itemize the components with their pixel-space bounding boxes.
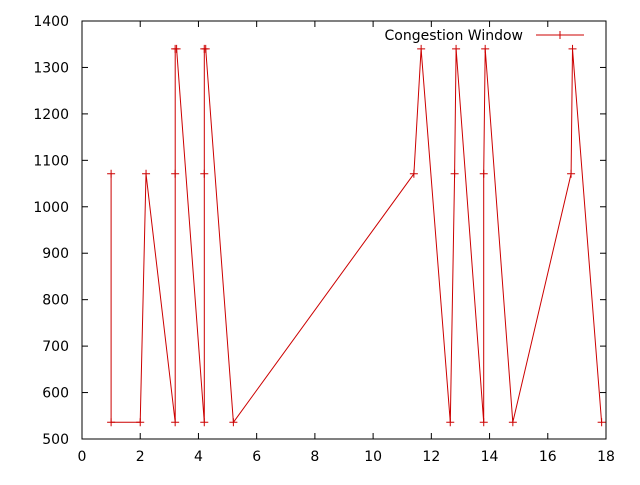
y-tick-label: 1000 xyxy=(33,200,69,216)
y-tick-label: 900 xyxy=(42,246,69,262)
x-tick-label: 4 xyxy=(194,449,203,465)
data-point-marker xyxy=(142,169,151,178)
x-tick-label: 6 xyxy=(252,449,261,465)
x-tick-label: 0 xyxy=(78,449,87,465)
data-point-marker xyxy=(481,44,490,53)
legend: Congestion Window xyxy=(385,28,584,44)
y-tick-label: 600 xyxy=(42,386,69,402)
x-tick-label: 8 xyxy=(310,449,319,465)
y-tick-label: 700 xyxy=(42,339,69,355)
y-tick-label: 1200 xyxy=(33,107,69,123)
x-tick-label: 10 xyxy=(364,449,382,465)
y-tick-label: 500 xyxy=(42,432,69,448)
series-congestion-window xyxy=(107,44,606,427)
data-point-marker xyxy=(229,418,238,427)
plot-frame xyxy=(81,20,607,440)
data-point-marker xyxy=(200,169,209,178)
x-tick-label: 2 xyxy=(136,449,145,465)
data-point-marker xyxy=(479,418,488,427)
data-point-marker xyxy=(508,418,517,427)
series-line xyxy=(110,48,603,424)
y-tick-label: 1400 xyxy=(33,14,69,30)
data-point-marker xyxy=(568,44,577,53)
x-tick-label: 12 xyxy=(422,449,440,465)
y-tick-label: 800 xyxy=(42,293,69,309)
x-tick-label: 18 xyxy=(597,449,615,465)
x-tick-label: 14 xyxy=(481,449,499,465)
data-point-marker xyxy=(200,418,209,427)
data-point-marker xyxy=(171,169,180,178)
data-point-marker xyxy=(136,418,145,427)
y-tick-label: 1300 xyxy=(33,60,69,76)
data-point-marker xyxy=(201,44,210,53)
data-point-marker xyxy=(567,169,576,178)
y-tick-labels: 500 600 700 800 900 1000 1100 1200 1300 1400 xyxy=(33,14,69,448)
data-point-marker xyxy=(479,169,488,178)
data-point-marker xyxy=(409,169,418,178)
data-point-marker xyxy=(597,418,606,427)
legend-marker xyxy=(556,31,564,39)
data-point-marker xyxy=(450,169,459,178)
data-point-marker xyxy=(107,169,116,178)
data-point-marker xyxy=(417,44,426,53)
legend-label: Congestion Window xyxy=(385,28,523,44)
x-tick-labels: 0 2 4 6 8 10 12 14 16 18 xyxy=(78,449,615,465)
y-tick-label: 1100 xyxy=(33,153,69,169)
data-point-marker xyxy=(107,418,116,427)
axis-ticks xyxy=(81,20,607,440)
x-tick-label: 16 xyxy=(539,449,557,465)
data-point-marker xyxy=(171,418,180,427)
data-point-marker xyxy=(172,44,181,53)
data-point-marker xyxy=(446,418,455,427)
data-point-marker xyxy=(452,44,461,53)
